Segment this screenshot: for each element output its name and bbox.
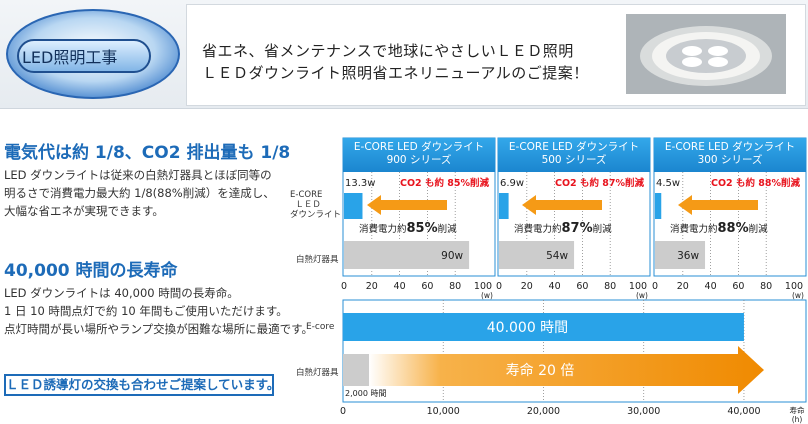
incandescent-life-label: 2,000 時間 xyxy=(345,389,386,398)
section2-line: 1 日 10 時間点灯で約 10 年間もご使用いただけます。 xyxy=(4,304,288,318)
incandescent-value-label: 36w xyxy=(677,250,699,262)
header-line-2: ＬＥＤダウンライト照明省エネリニューアルのご提案！ xyxy=(202,64,589,82)
chart-title-line: E-CORE LED ダウンライト xyxy=(353,141,485,153)
category-line: ダウンライト xyxy=(290,210,342,220)
led-logo xyxy=(4,8,182,100)
ecore-life-bar xyxy=(343,313,744,341)
ecore-life-label: E-core xyxy=(306,322,335,332)
x-unit-label: (w) xyxy=(481,291,493,300)
incandescent-bar xyxy=(499,241,575,269)
x-tick-label: 0 xyxy=(496,281,502,292)
x-tick-label: 20 xyxy=(366,281,378,292)
x-tick-label: 10,000 xyxy=(427,406,460,417)
chart-title-line: E-CORE LED ダウンライト xyxy=(664,141,796,153)
led-bar xyxy=(655,193,662,219)
x-tick-label: 100 xyxy=(785,281,803,292)
x-tick-label: 40 xyxy=(394,281,406,292)
x-tick-label: 40 xyxy=(549,281,561,292)
reduction-arrow xyxy=(522,195,602,215)
section2-line: LED ダウンライトは 40,000 時間の長寿命。 xyxy=(4,286,239,300)
x-tick-label: 30,000 xyxy=(627,406,660,417)
x-tick-label: 0 xyxy=(652,281,658,292)
notice-box: ＬＥＤ誘導灯の交換も合わせご提案しています。 xyxy=(4,374,279,396)
section2-text: LED ダウンライトは 40,000 時間の長寿命。 1 日 10 時間点灯で約… xyxy=(4,284,313,338)
category-line: E-CORE xyxy=(290,190,323,200)
incandescent-life-bar xyxy=(343,354,370,386)
lifetime-ratio-arrow xyxy=(369,346,764,394)
x-tick-label: 100 xyxy=(474,281,492,292)
chart-title-line: 300 シリーズ xyxy=(697,154,763,166)
reduction-prefix: 消費電力約 xyxy=(359,223,407,235)
x-unit-label: (h) xyxy=(792,415,803,424)
ecore-led-label: E-CORE ＬＥＤ ダウンライト xyxy=(290,190,341,220)
incandescent-bar xyxy=(344,241,470,269)
ecore-life-label: 40.000 時間 xyxy=(487,320,568,336)
x-tick-label: 20 xyxy=(677,281,689,292)
section1-line: 明るさで消費電力最大約 1/8(88%削減）を達成し、 xyxy=(4,186,275,200)
led-bar xyxy=(499,193,509,219)
category-line: ＬＥＤ xyxy=(290,200,321,210)
x-tick-label: 100 xyxy=(629,281,647,292)
reduction-prefix: 消費電力約 xyxy=(670,223,718,235)
power-reduction-label: 消費電力約85%削減 xyxy=(359,221,457,236)
section1-text: LED ダウンライトは従来の白熱灯器具とほぼ同等の 明るさで消費電力最大約 1/… xyxy=(4,166,275,220)
chart-900-title: E-CORE LED ダウンライト 900 シリーズ xyxy=(343,138,495,172)
reduction-suffix: 削減 xyxy=(438,223,458,235)
reduction-prefix: 消費電力約 xyxy=(514,223,562,235)
x-tick-label: 0 xyxy=(341,281,347,292)
x-unit-label: (w) xyxy=(792,291,804,300)
section1-title: 電気代は約 1/8、CO2 排出量も 1/8 xyxy=(4,143,291,163)
incandescent-life-label: 白熱灯器具 xyxy=(296,368,339,378)
section2-line: 点灯時間が長い場所やランプ交換が困難な場所に最適です。 xyxy=(4,322,314,336)
incandescent-value-label: 90w xyxy=(441,250,463,262)
x-tick-label: 40 xyxy=(705,281,717,292)
x-tick-label: 80 xyxy=(760,281,772,292)
co2-reduction-label: CO2 も約 88%削減 xyxy=(711,177,801,189)
reduction-value: 88% xyxy=(718,221,749,236)
header-line-1: 省エネ、省メンテナンスで地球にやさしいＬＥＤ照明 xyxy=(202,42,574,60)
co2-reduction-label: CO2 も約 85%削減 xyxy=(400,177,490,189)
led-value-label: 4.5w xyxy=(656,178,680,189)
chart-title-line: E-CORE LED ダウンライト xyxy=(508,141,640,153)
reduction-suffix: 削減 xyxy=(593,223,613,235)
power-reduction-label: 消費電力約87%削減 xyxy=(514,221,612,236)
reduction-arrow xyxy=(678,195,758,215)
reduction-arrow xyxy=(367,195,447,215)
power-reduction-label: 消費電力約88%削減 xyxy=(670,221,768,236)
x-unit-label: 寿命 xyxy=(790,405,805,415)
x-tick-label: 20,000 xyxy=(527,406,560,417)
x-tick-label: 60 xyxy=(421,281,433,292)
lifetime-ratio-label: 寿命 20 倍 xyxy=(506,362,575,379)
reduction-value: 85% xyxy=(407,221,438,236)
chart-500-title: E-CORE LED ダウンライト 500 シリーズ xyxy=(498,138,650,172)
downlight-photo xyxy=(626,14,786,94)
reduction-suffix: 削減 xyxy=(749,223,769,235)
section1-line: LED ダウンライトは従来の白熱灯器具とほぼ同等の xyxy=(4,168,272,182)
x-tick-label: 60 xyxy=(732,281,744,292)
chart-title-line: 500 シリーズ xyxy=(541,154,607,166)
chart-300-title: E-CORE LED ダウンライト 300 シリーズ xyxy=(654,138,806,172)
incandescent-value-label: 54w xyxy=(546,250,568,262)
x-unit-label: (w) xyxy=(636,291,648,300)
reduction-value: 87% xyxy=(562,221,593,236)
x-tick-label: 60 xyxy=(576,281,588,292)
incandescent-label-1: 白熱灯器具 xyxy=(296,255,339,265)
logo-label: LED照明工事 xyxy=(22,48,118,67)
x-tick-label: 0 xyxy=(340,406,346,417)
led-value-label: 13.3w xyxy=(345,178,375,189)
x-tick-label: 20 xyxy=(521,281,533,292)
led-value-label: 6.9w xyxy=(500,178,524,189)
x-tick-label: 80 xyxy=(449,281,461,292)
led-bar xyxy=(344,193,363,219)
section1-line: 大幅な省エネが実現できます。 xyxy=(4,204,164,218)
x-tick-label: 80 xyxy=(604,281,616,292)
x-tick-label: 40,000 xyxy=(727,406,760,417)
section2-title: 40,000 時間の長寿命 xyxy=(4,261,178,281)
chart-title-line: 900 シリーズ xyxy=(386,154,452,166)
co2-reduction-label: CO2 も約 87%削減 xyxy=(555,177,645,189)
incandescent-bar xyxy=(655,241,706,269)
